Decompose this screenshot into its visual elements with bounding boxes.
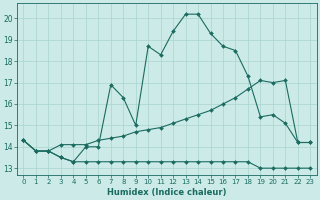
X-axis label: Humidex (Indice chaleur): Humidex (Indice chaleur) <box>107 188 227 197</box>
